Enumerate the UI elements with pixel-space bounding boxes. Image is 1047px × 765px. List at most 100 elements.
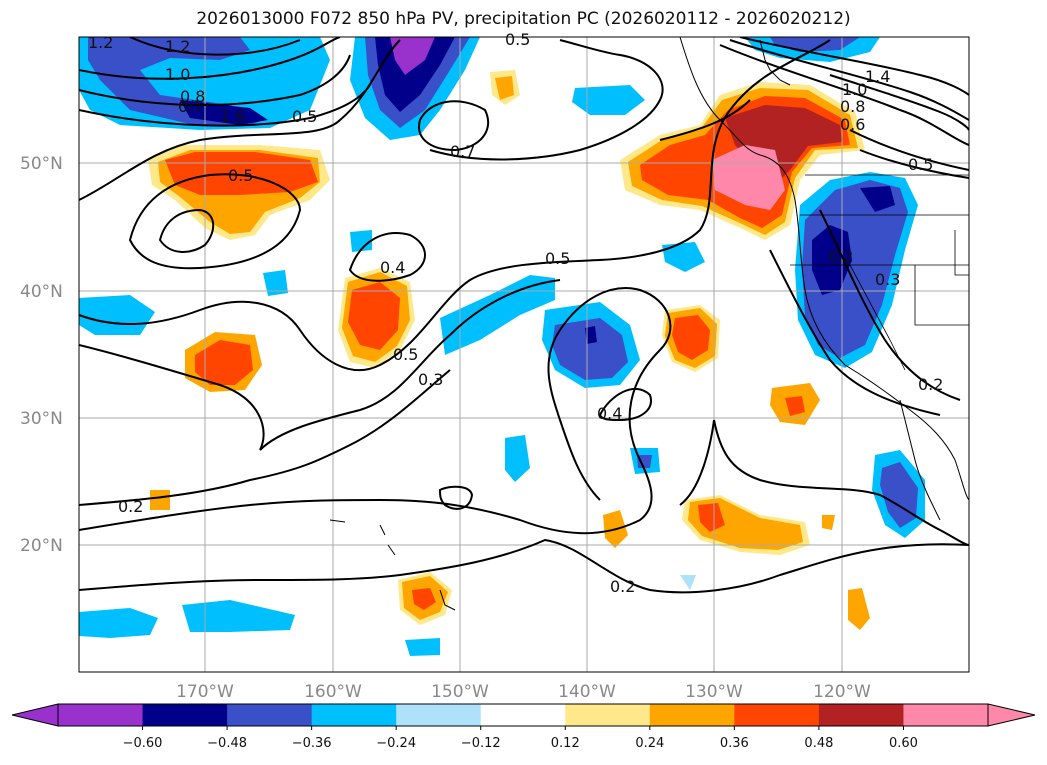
colorbar-tick-label: 0.12 [551, 736, 580, 751]
contour-label: 1.2 [88, 33, 113, 52]
anomaly-region-orange-small-5 [848, 588, 870, 630]
contour-label: 0.5 [545, 249, 570, 268]
anomaly-region-blue-small-1 [572, 85, 645, 115]
contour-label: 0.5 [393, 345, 418, 364]
colorbar-tick-label: 0.36 [720, 736, 749, 751]
colorbar-segment [142, 704, 228, 726]
colorbar-outline [57, 703, 989, 727]
contour-label: 0.2 [918, 375, 943, 394]
lon-label: 130°W [685, 682, 743, 702]
contour-label: 0.6 [840, 115, 865, 134]
map-content [79, 37, 969, 672]
contour-label: 0.5 [505, 30, 530, 49]
lon-label: 160°W [304, 682, 362, 702]
longitude-labels: 170°W 160°W 150°W 140°W 130°W 120°W [176, 682, 871, 702]
colorbar-tick-label: −0.36 [292, 736, 332, 751]
anomaly-region-orange-band-core [698, 503, 725, 532]
shaded-anomaly-regions [79, 37, 925, 656]
anomaly-region-blue-band [440, 275, 555, 355]
graticule [79, 37, 969, 672]
lat-label: 50°N [20, 154, 63, 174]
lat-label: 20°N [20, 536, 63, 556]
anomaly-region-east-blue-dark [802, 180, 908, 358]
contour-label: 1.2 [165, 37, 190, 56]
anomaly-region-orange-e-core [785, 396, 805, 416]
colorbar-extend-max [987, 703, 1036, 727]
colorbar-tick-label: −0.48 [207, 736, 247, 751]
colorbar-segment [227, 704, 313, 726]
anomaly-region-blue-c-core [585, 326, 597, 344]
anomaly-region-ne-crimson [725, 105, 842, 185]
colorbar-tick-label: −0.12 [461, 736, 501, 751]
anomaly-region-blue-small-7 [637, 455, 652, 468]
anomaly-region-blue-small-3 [350, 230, 372, 252]
anomaly-region-blue-s3 [405, 638, 440, 656]
colorbar-segment [480, 704, 566, 726]
anomaly-region-blue-small-5 [505, 435, 530, 482]
chart-title: 2026013000 F072 850 hPa PV, precipitatio… [196, 9, 851, 29]
anomaly-region-blue-s1 [79, 608, 158, 638]
anomaly-region-blue-w [79, 295, 155, 335]
colorbar-segment [734, 704, 820, 726]
contour-label: 0.4 [380, 258, 405, 277]
colorbar-tick-label: 0.60 [889, 736, 918, 751]
anomaly-region-blue-c-dark [552, 318, 628, 380]
anomaly-region-blue-s2 [182, 600, 295, 632]
colorbar-segment [311, 704, 397, 726]
colorbar-segment [58, 704, 144, 726]
latitude-labels: 50°N 40°N 30°N 20°N [20, 154, 63, 556]
contour-label: 0.4 [597, 404, 622, 423]
anomaly-region-orange-small-1 [495, 76, 514, 100]
lat-label: 30°N [20, 409, 63, 429]
anomaly-region-blue-small-2 [263, 270, 288, 296]
contour-label: 1.6 [220, 107, 245, 126]
anomaly-region-blue-small-4 [662, 242, 705, 272]
map-border [78, 36, 970, 673]
contour-label: 0.5 [228, 166, 253, 185]
colorbar-segment [396, 704, 482, 726]
colorbar-tick-label: 0.24 [635, 736, 664, 751]
contour-label: 0.8 [180, 87, 205, 106]
anomaly-region-orange-small-3 [150, 490, 170, 510]
colorbar-extend-min [11, 703, 59, 727]
contour-label: 0.5 [908, 155, 933, 174]
lon-label: 120°W [813, 682, 871, 702]
lon-label: 170°W [176, 682, 234, 702]
contour-label: 0.7 [450, 142, 475, 161]
colorbar: −0.60 −0.48 −0.36 −0.24 −0.12 0.12 0.24 0.36 0.4… [11, 703, 1036, 751]
contour-labels: 1.2 1.2 1.0 0.8 0.7 0.5 1.6 0.5 0.7 0.5 … [88, 30, 943, 596]
political-borders [790, 174, 969, 371]
lat-label: 40°N [20, 282, 63, 302]
anomaly-region-nw-blue-core [180, 100, 268, 125]
pv-contours [79, 37, 969, 594]
lon-label: 150°W [431, 682, 489, 702]
contour-label: 1.0 [842, 80, 867, 99]
anomaly-region-orange-sw-core [195, 340, 253, 385]
coastlines [329, 37, 969, 611]
anomaly-region-orange-small-4 [822, 515, 835, 530]
colorbar-segment [565, 704, 651, 726]
contour-label: 0.7 [178, 97, 203, 116]
contour-label: 1.4 [865, 67, 890, 86]
lon-label: 140°W [558, 682, 616, 702]
colorbar-segment [649, 704, 735, 726]
anomaly-region-orange-c2-core [672, 315, 710, 360]
contour-label: 0.8 [840, 97, 865, 116]
colorbar-segment [903, 704, 989, 726]
anomaly-region-blue-s4 [680, 575, 696, 590]
anomaly-region-orange-s-core [412, 588, 436, 610]
contour-label: 0.2 [828, 247, 853, 266]
contour-label: 0.2 [118, 497, 143, 516]
colorbar-tick-label: 0.48 [804, 736, 833, 751]
contour-label: 0.5 [292, 107, 317, 126]
contour-label: 1.0 [165, 65, 190, 84]
anomaly-region-nc-purple [390, 37, 435, 75]
colorbar-tick-label: −0.24 [376, 736, 416, 751]
anomaly-region-ne-pink [712, 145, 785, 210]
contour-label: 0.2 [610, 577, 635, 596]
colorbar-tick-label: −0.60 [123, 736, 163, 751]
colorbar-segment [818, 704, 904, 726]
anomaly-region-east-navy-2 [860, 186, 895, 212]
contour-label: 0.3 [418, 370, 443, 389]
